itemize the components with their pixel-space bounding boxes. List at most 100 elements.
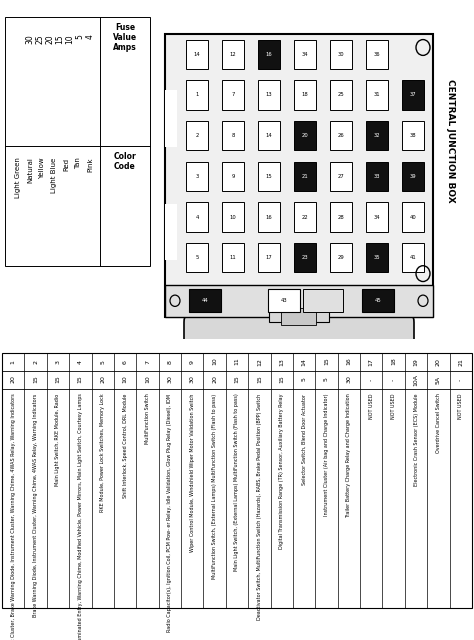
Text: Brake Warning Diode, Instrument Cluster, Warning Chime, 4WAS Relay, Warning Indi: Brake Warning Diode, Instrument Cluster,… (33, 394, 38, 617)
Text: Power Locks w/RKE, Illuminated Entry, Warning Chime, Modified Vehicle, Power Mir: Power Locks w/RKE, Illuminated Entry, Wa… (78, 394, 83, 640)
Text: 15: 15 (235, 376, 239, 383)
Text: 40: 40 (410, 214, 416, 220)
Text: 9: 9 (231, 174, 235, 179)
Text: 16: 16 (265, 52, 273, 57)
Bar (303, 289, 343, 312)
Text: Main Light Switch, RKE Module, Radio: Main Light Switch, RKE Module, Radio (55, 394, 61, 486)
Text: 15: 15 (78, 376, 83, 383)
Text: 26: 26 (337, 133, 345, 138)
Text: 15: 15 (257, 376, 262, 383)
Text: Deactivator Switch, MultiFunction Switch (Hazards), RABS, Brake Pedal Position (: Deactivator Switch, MultiFunction Switch… (257, 394, 262, 620)
Text: NOT USED: NOT USED (369, 394, 374, 419)
Text: 29: 29 (337, 255, 345, 260)
Text: 10: 10 (65, 34, 74, 44)
Bar (366, 121, 388, 150)
Bar (258, 121, 280, 150)
Text: Selector Switch, Blend Door Actuator: Selector Switch, Blend Door Actuator (301, 394, 307, 484)
Bar (222, 40, 244, 69)
Text: Fuse
Value
Amps: Fuse Value Amps (113, 22, 137, 52)
Bar (258, 40, 280, 69)
Text: -: - (391, 378, 396, 381)
Text: 30: 30 (337, 52, 344, 57)
Text: RABS/4WAS Module, Instrument Cluster, Brake Warning Diode, Instrument Cluster, W: RABS/4WAS Module, Instrument Cluster, Br… (11, 394, 16, 640)
Text: 4: 4 (78, 360, 83, 364)
Text: 20: 20 (436, 358, 441, 365)
Bar (402, 243, 424, 273)
Bar (330, 40, 352, 69)
Bar (222, 162, 244, 191)
Text: Yellow: Yellow (39, 157, 45, 179)
Text: 25: 25 (337, 92, 345, 97)
Text: 2: 2 (195, 133, 199, 138)
Bar (258, 80, 280, 109)
Text: 5: 5 (301, 378, 307, 381)
Bar (402, 202, 424, 232)
Bar (362, 289, 394, 312)
Text: 17: 17 (265, 255, 273, 260)
Text: CENTRAL JUNCTION BOX: CENTRAL JUNCTION BOX (447, 79, 456, 204)
Bar (222, 243, 244, 273)
Text: -: - (369, 378, 374, 381)
Bar (258, 162, 280, 191)
Text: Pink: Pink (87, 157, 93, 172)
Text: NOT USED: NOT USED (458, 394, 463, 419)
Text: 27: 27 (337, 174, 345, 179)
Text: 17: 17 (369, 358, 374, 365)
Text: 5: 5 (195, 255, 199, 260)
Text: Light Green: Light Green (15, 157, 21, 198)
Bar (165, 34, 433, 317)
Text: MultiFunction Switch: MultiFunction Switch (145, 394, 150, 444)
Bar (186, 243, 208, 273)
Bar (294, 121, 316, 150)
Text: 20: 20 (301, 133, 309, 138)
Text: Electronic Crash Sensor (ECS) Module: Electronic Crash Sensor (ECS) Module (413, 394, 419, 486)
Text: 20: 20 (46, 34, 55, 44)
Text: Shift Interlock, Speed Control, DRL Module: Shift Interlock, Speed Control, DRL Modu… (123, 394, 128, 498)
Bar (269, 311, 329, 323)
Text: 43: 43 (281, 298, 287, 303)
Text: 37: 37 (410, 92, 416, 97)
Text: 32: 32 (374, 133, 380, 138)
Text: 20: 20 (212, 376, 217, 383)
Text: 3: 3 (55, 360, 61, 364)
Text: 5: 5 (75, 34, 84, 39)
Text: 9: 9 (190, 360, 195, 364)
Bar (186, 40, 208, 69)
Text: Main Light Switch, (External Lamps) MultiFunction Switch (Flash to pass): Main Light Switch, (External Lamps) Mult… (235, 394, 239, 572)
Text: 12: 12 (257, 358, 262, 365)
Text: 5A: 5A (436, 376, 441, 383)
Text: 22: 22 (301, 214, 309, 220)
Text: 30: 30 (190, 376, 195, 383)
Text: 4: 4 (195, 214, 199, 220)
Bar (186, 202, 208, 232)
Text: 16: 16 (265, 214, 273, 220)
Bar (330, 80, 352, 109)
Text: 14: 14 (193, 52, 201, 57)
Text: 11: 11 (229, 255, 237, 260)
Text: -: - (458, 378, 463, 381)
Text: 5: 5 (324, 378, 329, 381)
Text: 23: 23 (301, 255, 308, 260)
Text: 15: 15 (324, 358, 329, 365)
Bar (294, 243, 316, 273)
Text: 45: 45 (374, 298, 382, 303)
Text: 38: 38 (410, 133, 416, 138)
Text: 2: 2 (33, 360, 38, 364)
Bar (282, 308, 317, 324)
Text: 1: 1 (195, 92, 199, 97)
Text: 21: 21 (458, 358, 463, 365)
Text: 13: 13 (279, 358, 284, 365)
Bar (5, 17, 150, 266)
Bar (165, 204, 177, 260)
Bar (189, 289, 221, 312)
Text: 31: 31 (374, 92, 380, 97)
Text: 12: 12 (229, 52, 237, 57)
Text: 34: 34 (374, 214, 380, 220)
Text: 20: 20 (11, 376, 16, 383)
Bar (366, 40, 388, 69)
Text: Instrument Cluster (Air bag and Charge Indicator): Instrument Cluster (Air bag and Charge I… (324, 394, 329, 516)
Text: 28: 28 (337, 214, 345, 220)
Text: 11: 11 (235, 358, 239, 365)
FancyBboxPatch shape (184, 311, 414, 367)
Text: 14: 14 (301, 358, 307, 365)
